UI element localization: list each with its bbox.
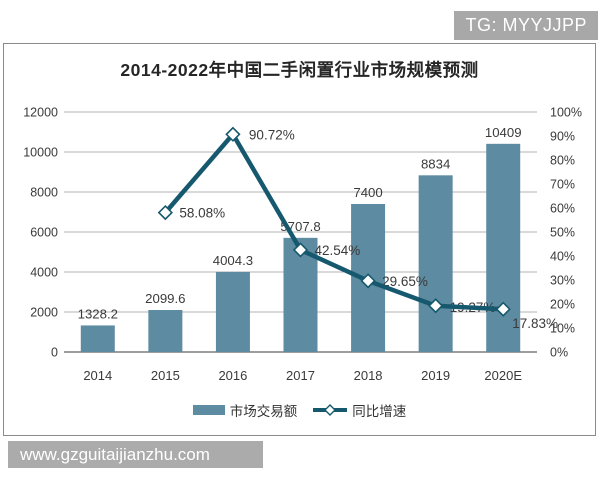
left-axis-tick: 10000: [23, 146, 58, 160]
bar-value-label: 1328.2: [78, 306, 118, 321]
right-axis-tick: 70%: [550, 178, 575, 192]
left-axis-tick: 6000: [30, 226, 58, 240]
bar-value-label: 2099.6: [145, 291, 185, 306]
diamond-marker-icon: [292, 242, 309, 258]
legend-item-bar: 市场交易额: [192, 400, 298, 420]
left-axis-tick: 2000: [30, 306, 58, 320]
line-value-label: 29.65%: [382, 274, 428, 289]
bar-2015: [148, 310, 183, 352]
diamond-marker-icon: [360, 273, 376, 289]
right-axis-tick: 30%: [550, 274, 575, 288]
plot-area: 0 2000 4000 6000 8000 10000 12000 0% 10% 20% 30% 40…: [23, 106, 582, 384]
bar-2014: [80, 325, 115, 352]
left-axis-tick: 12000: [23, 106, 58, 120]
line-series-swatch-icon: [313, 404, 348, 416]
x-axis-label: 2019: [421, 368, 450, 383]
line-value-label: 42.54%: [315, 243, 361, 258]
right-axis-tick: 100%: [550, 106, 582, 120]
growth-line: [163, 132, 506, 312]
bar-series-swatch-icon: [192, 405, 225, 415]
chart-container: 2014-2022年中国二手闲置行业市场规模预测 0 2000 4000 6000 80…: [3, 43, 596, 436]
chart-title: 2014-2022年中国二手闲置行业市场规模预测: [120, 60, 479, 80]
bar-2019: [418, 175, 453, 352]
x-axis-label: 2014: [83, 368, 112, 383]
right-axis-tick: 90%: [550, 130, 575, 144]
x-axis-label: 2016: [218, 368, 247, 383]
legend: 市场交易额 同比增速: [4, 400, 595, 420]
right-axis-tick: 20%: [550, 298, 575, 312]
right-axis-tick: 60%: [550, 202, 575, 216]
right-axis-tick: 40%: [550, 250, 575, 264]
x-axis-label: 2015: [151, 368, 180, 383]
bar-value-label: 7400: [353, 185, 382, 200]
right-axis-tick: 80%: [550, 154, 575, 168]
line-value-label: 58.08%: [179, 206, 225, 221]
x-axis-label: 2017: [286, 368, 315, 383]
x-axis-label: 2018: [354, 368, 383, 383]
bar-value-label: 8834: [421, 156, 450, 171]
bar-2020E: [486, 143, 521, 352]
bar-2016: [215, 271, 250, 352]
left-axis-tick: 8000: [30, 186, 58, 200]
right-axis-tick: 0%: [550, 346, 568, 360]
telegram-watermark: TG: MYYJJPP: [454, 11, 598, 40]
legend-bar-label: 市场交易额: [229, 404, 298, 419]
diamond-marker-icon: [157, 204, 173, 221]
line-value-label: 17.83%: [512, 316, 558, 331]
right-axis-tick: 10%: [550, 322, 575, 336]
diamond-marker-icon: [225, 126, 241, 142]
bar-value-label: 4004.3: [213, 253, 253, 268]
diamond-marker-icon: [495, 301, 511, 317]
right-axis-tick: 50%: [550, 226, 575, 240]
diamond-marker-icon: [428, 298, 444, 314]
left-axis-tick: 4000: [30, 266, 58, 280]
legend-line-label: 同比增速: [352, 404, 407, 419]
line-value-label: 90.72%: [249, 127, 295, 142]
left-axis-tick: 0: [51, 346, 58, 360]
site-watermark: www.gzguitaijianzhu.com: [8, 441, 263, 468]
legend-item-line: 同比增速: [313, 400, 406, 420]
x-axis-label: 2020E: [484, 368, 522, 383]
bar-value-label: 10409: [485, 125, 522, 140]
